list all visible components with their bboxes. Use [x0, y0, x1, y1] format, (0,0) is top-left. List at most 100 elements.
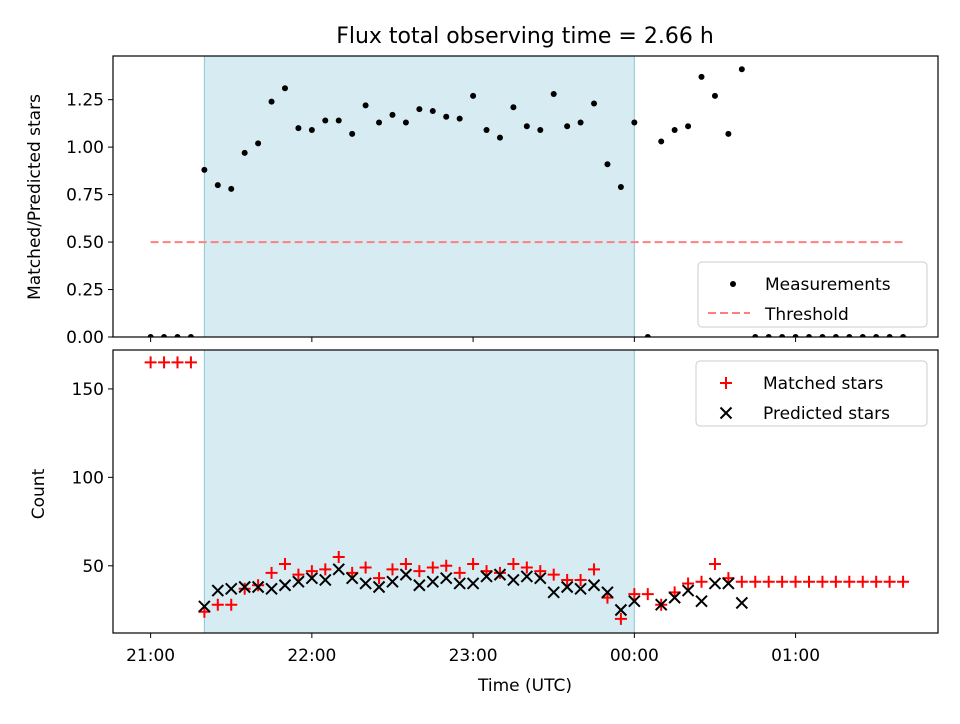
measurements-point: [443, 113, 450, 120]
measurements-point: [147, 334, 154, 337]
legend-measurements-label: Measurements: [765, 275, 891, 295]
y-tick-label: 0.50: [66, 233, 104, 253]
matched-stars-point: [749, 575, 762, 588]
measurements-point: [886, 334, 893, 337]
measurements-point: [752, 334, 759, 337]
measurements-point: [873, 334, 880, 337]
predicted-stars-point: [695, 594, 708, 608]
matched-stars-point: [856, 575, 869, 588]
measurements-point: [416, 106, 423, 113]
measurements-point: [362, 102, 369, 109]
matched-stars-point: [735, 575, 748, 588]
matched-stars-point: [426, 561, 439, 574]
predicted-stars-point: [480, 570, 493, 583]
measurements-point: [402, 119, 409, 126]
measurements-point: [255, 140, 262, 147]
predicted-stars-point: [520, 570, 534, 583]
y-tick-label: 0.75: [66, 186, 104, 206]
chart-title: Flux total observing time = 2.66 h: [336, 24, 714, 49]
measurements-point: [389, 111, 396, 118]
measurements-point: [322, 117, 329, 124]
measurements-point: [711, 92, 718, 99]
matched-stars-point: [897, 575, 910, 588]
legend-0: Measurements Threshold: [697, 261, 928, 328]
measurements-point: [537, 127, 544, 134]
predicted-stars-point: [655, 598, 668, 611]
predicted-stars-point: [386, 575, 399, 588]
matched-stars-point: [319, 563, 332, 576]
predicted-stars-point: [359, 577, 372, 590]
matched-stars-point: [507, 558, 520, 571]
matched-stars-point: [467, 558, 480, 571]
predicted-stars-point: [560, 580, 574, 594]
measurements-point: [900, 334, 907, 337]
measurements-point: [281, 85, 288, 92]
predicted-stars-point: [372, 580, 386, 594]
predicted-stars-point: [547, 586, 560, 599]
y-tick-label: 1.00: [66, 138, 104, 158]
matched-stars-point: [305, 565, 318, 578]
measurements-point: [779, 334, 786, 337]
axes-frame-0: [112, 55, 939, 338]
predicted-stars-point: [466, 577, 480, 590]
matched-stars-point: [520, 561, 533, 574]
matched-stars-point: [803, 575, 816, 588]
predicted-stars-point: [278, 579, 292, 592]
top-ylabel: Matched/Predicted stars: [25, 94, 45, 300]
predicted-stars-point: [681, 584, 695, 597]
predicted-stars-point: [493, 568, 507, 581]
predicted-stars-point: [507, 573, 520, 587]
legend-threshold-label: Threshold: [764, 305, 849, 325]
predicted-stars-point: [399, 568, 413, 581]
matched-stars-point: [292, 568, 305, 581]
measurements-point: [349, 130, 356, 137]
matched-stars-point: [225, 598, 238, 611]
measurements-point: [832, 334, 839, 337]
measurements-point: [591, 100, 598, 107]
predicted-stars-point: [292, 575, 305, 588]
matched-stars-point: [332, 550, 345, 563]
predicted-stars-point: [413, 579, 426, 592]
matched-stars-point: [588, 563, 601, 576]
legend-matched-stars-label: Matched stars: [763, 374, 883, 394]
legend-measurements-marker: [730, 281, 736, 287]
matched-stars-point: [561, 573, 574, 586]
measurements-point: [859, 334, 866, 337]
matched-stars-point: [614, 612, 627, 625]
measurements-point: [658, 138, 665, 145]
measurements-point: [617, 184, 624, 191]
measurements-point: [295, 125, 302, 132]
matched-stars-point: [762, 575, 775, 588]
measurements-point: [792, 334, 799, 337]
measurements-point: [268, 98, 275, 105]
y-tick-label: 1.25: [66, 91, 104, 111]
measurements-point: [376, 119, 383, 126]
matched-stars-point: [265, 566, 278, 579]
legend-matched-stars-marker: [720, 377, 732, 389]
matched-stars-point: [695, 575, 708, 588]
y-tick-label: 50: [82, 557, 104, 577]
predicted-stars-point: [453, 577, 466, 590]
x-tick-label: 23:00: [449, 646, 498, 666]
measurements-point: [228, 185, 235, 192]
matched-stars-point: [144, 356, 157, 369]
measurements-point: [470, 92, 477, 99]
matched-stars-point: [708, 558, 721, 571]
matched-stars-point: [641, 588, 654, 601]
measurements-point: [698, 73, 705, 80]
matched-stars-point: [534, 565, 547, 578]
bottom-ylabel: Count: [29, 468, 49, 519]
predicted-stars-point: [198, 600, 211, 613]
predicted-stars-point: [225, 582, 238, 595]
predicted-stars-point: [722, 577, 735, 590]
measurements-point: [161, 334, 168, 337]
matched-stars-point: [413, 565, 426, 578]
measurements-point: [631, 119, 638, 126]
x-tick-label: 22:00: [287, 646, 336, 666]
matched-stars-point: [359, 561, 372, 574]
measurements-point: [335, 117, 342, 124]
measurements-point: [819, 334, 826, 337]
measurements-point: [174, 334, 181, 337]
measurements-point: [738, 66, 745, 73]
